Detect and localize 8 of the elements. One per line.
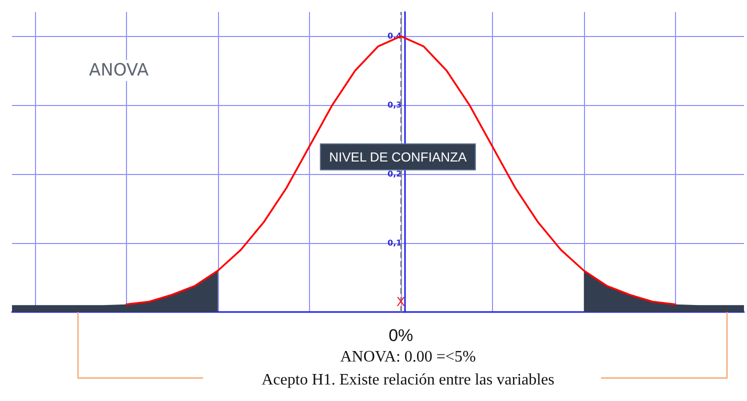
y-tick-label: 0,1 xyxy=(388,238,402,248)
text: Acepto H1. Existe relación entre las variables xyxy=(262,372,554,388)
y-tick-label: 0,3 xyxy=(388,100,402,110)
text: ANOVA: 0.00 =<5% xyxy=(340,348,476,366)
text: ANOVA xyxy=(89,60,149,80)
annotation: NIVEL DE CONFIANZA xyxy=(329,149,467,164)
x-tick-label: 0% xyxy=(388,326,414,345)
y-tick-label: 0,2 xyxy=(388,170,402,179)
